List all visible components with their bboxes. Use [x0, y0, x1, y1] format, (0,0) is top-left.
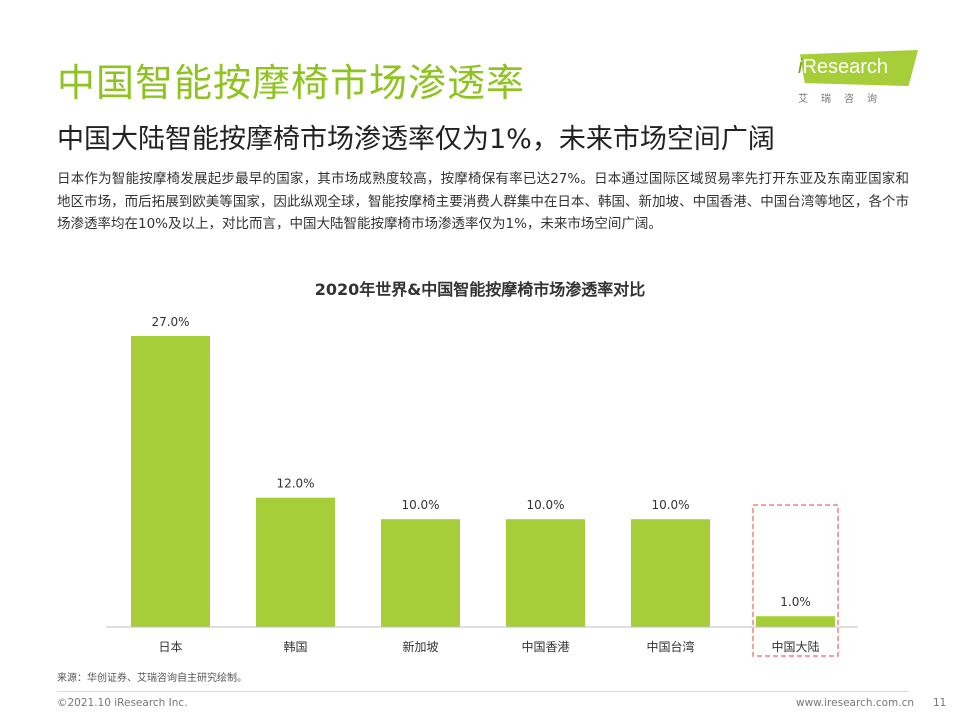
- logo-i-letter: i: [798, 56, 803, 78]
- bars-layer: 27.0% 日本 12.0% 韩国 10.0% 新加坡 10.0% 中国香港 10.0% 中国台湾…: [131, 315, 839, 657]
- bar: [506, 519, 585, 627]
- bar: [256, 497, 335, 627]
- x-tick-label: 新加坡: [402, 639, 438, 654]
- source-note: 来源：华创证券、艾瑞咨询自主研究绘制。: [57, 673, 247, 684]
- data-label: 10.0%: [526, 498, 564, 512]
- bar: [381, 519, 460, 627]
- bar: [131, 336, 210, 627]
- bar: [756, 616, 835, 627]
- highlight-box: [752, 504, 839, 657]
- website-link[interactable]: www.iresearch.com.cn: [796, 697, 915, 709]
- logo-wordmark: iResearch: [798, 56, 888, 79]
- data-label: 27.0%: [151, 315, 189, 329]
- x-tick-label: 中国台湾: [646, 639, 694, 654]
- bar: [631, 519, 710, 627]
- x-tick-label: 中国大陆: [771, 639, 819, 654]
- iresearch-logo: iResearch 艾瑞咨询: [790, 50, 920, 110]
- chart-title: 2020年世界&中国智能按摩椅市场渗透率对比: [314, 280, 646, 299]
- data-label: 1.0%: [780, 595, 811, 609]
- copyright-text: ©2021.10 iResearch Inc.: [57, 697, 188, 709]
- x-tick-label: 日本: [158, 640, 182, 654]
- logo-badge: [800, 50, 918, 86]
- page-subtitle: 中国大陆智能按摩椅市场渗透率仅为1%，未来市场空间广阔: [57, 124, 775, 155]
- page-title: 中国智能按摩椅市场渗透率: [57, 61, 526, 105]
- logo-word-text: Research: [802, 56, 889, 78]
- footer-divider: [57, 691, 909, 692]
- x-tick-label: 中国香港: [521, 639, 569, 654]
- x-tick-label: 韩国: [283, 639, 307, 654]
- summary-paragraph: 日本作为智能按摩椅发展起步最早的国家，其市场成熟度较高，按摩椅保有率已达27%。…: [57, 171, 909, 232]
- data-label: 10.0%: [651, 498, 689, 512]
- logo-chinese-name: 艾瑞咨询: [798, 94, 890, 105]
- page-number: 11: [933, 697, 947, 709]
- data-label: 10.0%: [401, 498, 439, 512]
- data-label: 12.0%: [276, 477, 314, 491]
